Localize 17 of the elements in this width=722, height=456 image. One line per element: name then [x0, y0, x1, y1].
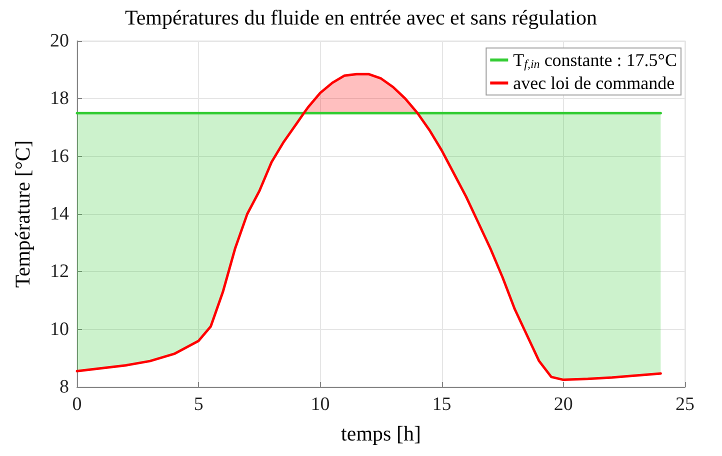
y-tick-label: 10 — [50, 318, 69, 340]
x-axis-title: temps [h] — [341, 422, 421, 446]
y-tick-label: 16 — [50, 146, 69, 167]
y-tick-label: 18 — [50, 88, 69, 110]
y-tick-label: 12 — [50, 261, 69, 282]
x-tick-label: 20 — [554, 394, 573, 415]
x-tick-label: 25 — [676, 394, 694, 415]
x-tick-label: 15 — [432, 394, 452, 415]
x-tick-label: 0 — [72, 394, 82, 415]
y-axis-title: Température [°C] — [10, 140, 34, 288]
chart-title: Températures du fluide en entrée avec et sans régulation — [125, 6, 598, 30]
x-tick-label: 5 — [194, 394, 204, 415]
x-tick-label: 10 — [310, 394, 330, 415]
legend-label: avec loi de commande — [513, 73, 675, 93]
y-tick-label: 8 — [60, 376, 69, 398]
y-tick-label: 20 — [50, 30, 69, 52]
y-tick-label: 14 — [50, 204, 70, 224]
